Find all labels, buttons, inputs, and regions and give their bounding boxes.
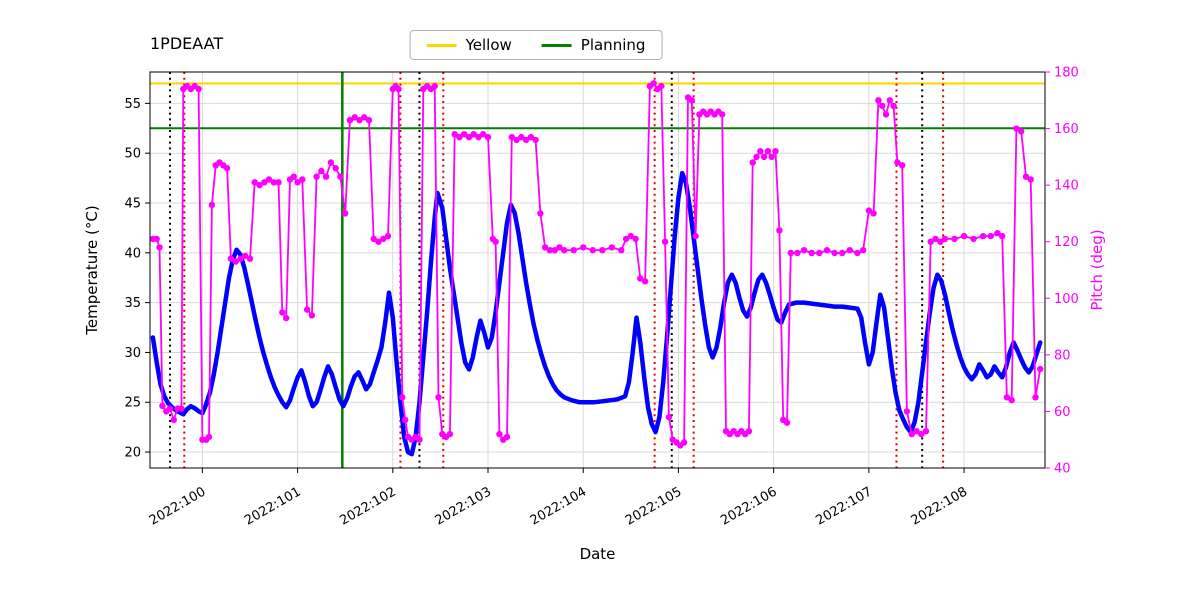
temperature-series bbox=[150, 170, 1043, 457]
x-tick-label: 2022:101 bbox=[242, 484, 303, 528]
legend-item-yellow: Yellow bbox=[426, 36, 512, 54]
x-tick-label: 2022:105 bbox=[623, 484, 684, 528]
x-tick-label: 2022:106 bbox=[718, 484, 779, 528]
legend-label-planning: Planning bbox=[580, 36, 646, 54]
y-left-tick-label: 55 bbox=[124, 97, 141, 112]
y-axis-right: 40 60 80 100 120 140 160 180 bbox=[1045, 66, 1079, 477]
x-tick-label: 2022:107 bbox=[813, 484, 874, 528]
x-tick-label: 2022:102 bbox=[337, 484, 398, 528]
y-right-tick-label: 40 bbox=[1054, 462, 1071, 477]
y-right-tick-label: 60 bbox=[1054, 405, 1071, 420]
y-right-tick-label: 160 bbox=[1054, 122, 1079, 137]
y-left-tick-label: 50 bbox=[124, 147, 141, 162]
y-axis-left: 20 25 30 35 40 45 50 55 bbox=[124, 97, 150, 461]
x-tick-label: 2022:103 bbox=[433, 484, 494, 528]
legend-label-yellow: Yellow bbox=[465, 36, 512, 54]
x-axis-label: Date bbox=[580, 545, 616, 563]
legend: Yellow Planning bbox=[409, 30, 663, 60]
y-left-tick-label: 40 bbox=[124, 246, 141, 261]
x-tick-label: 2022:100 bbox=[147, 484, 208, 528]
y-right-tick-label: 100 bbox=[1054, 292, 1079, 307]
y-left-tick-label: 30 bbox=[124, 346, 141, 361]
y-left-tick-label: 25 bbox=[124, 396, 141, 411]
y-left-tick-label: 45 bbox=[124, 197, 141, 212]
y-axis-right-label: Pitch (deg) bbox=[1088, 229, 1106, 310]
y-right-tick-label: 120 bbox=[1054, 235, 1079, 250]
grid bbox=[150, 72, 1045, 468]
legend-item-planning: Planning bbox=[541, 36, 646, 54]
plot-border bbox=[149, 71, 1046, 469]
y-left-tick-label: 20 bbox=[124, 446, 141, 461]
yellow-line-swatch bbox=[426, 43, 457, 47]
y-axis-left-label: Temperature (°C) bbox=[83, 205, 101, 335]
pitch-series bbox=[149, 80, 1044, 449]
x-tick-label: 2022:104 bbox=[528, 484, 589, 528]
y-left-tick-label: 35 bbox=[124, 296, 141, 311]
y-right-tick-label: 140 bbox=[1054, 179, 1079, 194]
planning-line-swatch bbox=[541, 43, 572, 47]
y-right-tick-label: 80 bbox=[1054, 348, 1071, 363]
x-axis: 2022:100 2022:101 2022:102 2022:103 2022:104… bbox=[147, 468, 970, 529]
chart-title: 1PDEAAT bbox=[150, 34, 224, 53]
y-right-tick-label: 180 bbox=[1054, 66, 1079, 81]
x-tick-label: 2022:108 bbox=[909, 484, 970, 528]
